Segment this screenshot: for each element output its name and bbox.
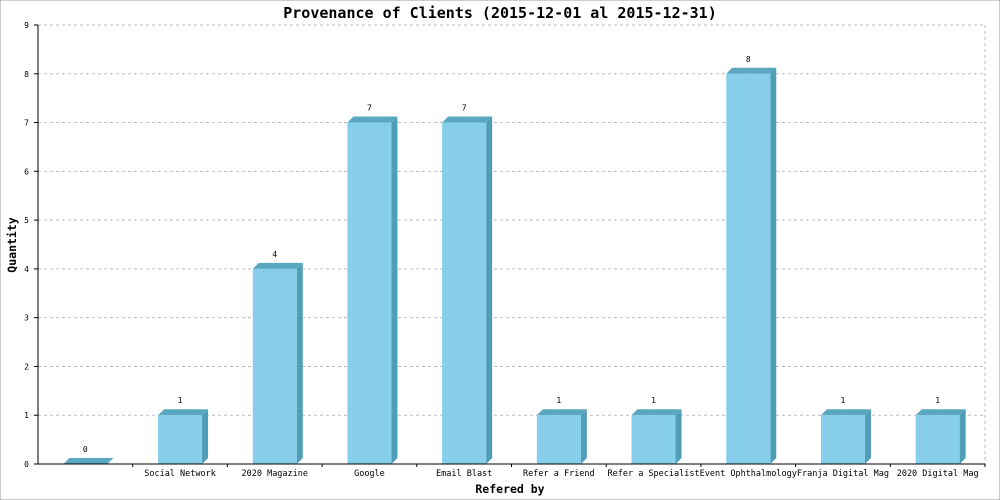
data-label: 0: [83, 445, 88, 454]
y-tick-label: 1: [24, 411, 29, 420]
bar-side: [864, 409, 871, 464]
x-tick-label: Google: [354, 469, 385, 479]
x-tick-label: Refer a Specialist: [607, 469, 699, 479]
data-label: 4: [272, 250, 277, 259]
bar: [252, 268, 297, 464]
y-tick-label: 9: [24, 21, 29, 30]
bar-top: [442, 116, 493, 123]
bar-top: [820, 409, 871, 416]
y-tick-label: 2: [24, 362, 29, 371]
bar-top: [631, 409, 682, 416]
bar: [820, 415, 865, 464]
bars: 0 1 4 7 7 1 1 8 1 1: [63, 55, 966, 465]
y-tick-label: 7: [24, 119, 29, 128]
y-tick-label: 4: [24, 265, 29, 274]
bar-side: [675, 409, 682, 464]
x-tick-label: Social Network: [144, 469, 216, 479]
bar-side: [296, 262, 303, 464]
bar-top: [252, 262, 303, 269]
data-label: 1: [935, 396, 940, 405]
x-tick-label: Franja Digital Mag: [797, 469, 889, 479]
bar-side: [580, 409, 587, 464]
x-tick-label: Refer a Friend: [523, 469, 595, 479]
data-label: 7: [367, 104, 372, 113]
bar-top: [158, 409, 209, 416]
y-tick-label: 5: [24, 216, 29, 225]
bar: [158, 415, 203, 464]
x-tick-label: 2020 Digital Mag: [897, 469, 979, 479]
data-label: 1: [841, 396, 846, 405]
data-label: 1: [651, 396, 656, 405]
bar-side: [770, 67, 777, 465]
bar-top: [726, 67, 777, 74]
bar-top: [347, 116, 398, 123]
data-label: 1: [556, 396, 561, 405]
axes: 0 1 2 3 4 5 6 7 8 9 Social Network 2020 Magazine Goo…: [24, 21, 986, 479]
y-tick-label: 0: [24, 460, 29, 469]
bar-side: [959, 409, 966, 464]
data-label: 1: [178, 396, 183, 405]
data-label: 7: [462, 104, 467, 113]
x-tick-label: Email Blast: [436, 469, 492, 479]
bar: [536, 415, 581, 464]
y-tick-label: 8: [24, 70, 29, 79]
bar: [915, 415, 960, 464]
chart-title: Provenance of Clients (2015-12-01 al 201…: [283, 4, 716, 22]
x-axis-label: Refered by: [475, 482, 544, 496]
y-tick-label: 6: [24, 167, 29, 176]
bar-top: [536, 409, 587, 416]
x-tick-label: Event Ophthalmology: [700, 469, 797, 479]
x-tick-label: 2020 Magazine: [241, 469, 308, 479]
bar: [347, 122, 392, 465]
bar-side: [391, 116, 398, 465]
bar-top: [915, 409, 966, 416]
bar: [442, 122, 487, 465]
bar-side: [486, 116, 493, 465]
y-axis-label: Quantity: [5, 217, 19, 272]
bar-top: [63, 458, 114, 464]
bar-side: [202, 409, 209, 464]
y-tick-label: 3: [24, 314, 29, 323]
bar: [726, 73, 771, 465]
bar: [631, 415, 676, 464]
data-label: 8: [746, 55, 751, 64]
